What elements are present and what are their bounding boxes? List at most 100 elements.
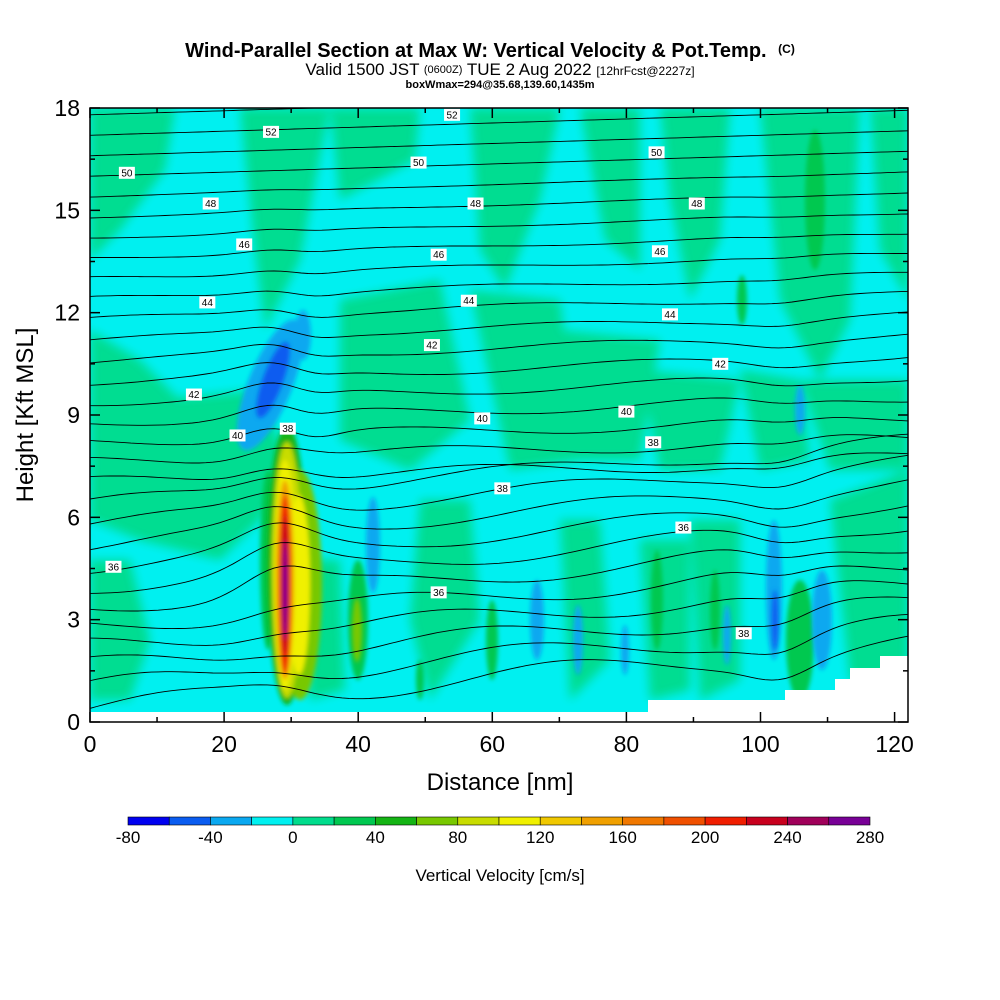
contour-label: 38	[738, 629, 750, 640]
colorbar-swatch	[498, 816, 541, 826]
contour-label: 36	[433, 588, 445, 599]
contour-label-bg	[279, 422, 296, 435]
y-axis-label: Height [Kft MSL]	[12, 328, 39, 503]
x-tick-label: 100	[741, 731, 779, 757]
contour-label: 38	[282, 424, 294, 435]
theta-isoline	[90, 596, 908, 661]
contour-label-bg	[651, 245, 668, 258]
theta-isoline	[90, 635, 908, 709]
theta-isoline	[90, 549, 908, 612]
theta-isoline	[90, 417, 908, 446]
colorbar-tick-label: -40	[198, 828, 223, 847]
valid-time: Valid 1500 JST	[305, 60, 419, 79]
colorbar-tick-label: -80	[116, 828, 141, 847]
colorbar-swatch	[333, 816, 376, 826]
contour-label-bg	[645, 436, 662, 449]
contour-label-bg	[105, 560, 122, 573]
contour-label: 52	[265, 127, 277, 138]
contour-label-bg	[185, 388, 202, 401]
colorbar-tick-label: 120	[526, 828, 554, 847]
colorbar-swatch	[375, 816, 417, 826]
contour-label: 46	[654, 247, 666, 258]
colorbar-tick-label: 0	[288, 828, 297, 847]
contour-label: 52	[447, 110, 459, 121]
theta-isoline	[90, 233, 908, 258]
theta-isoline	[90, 565, 908, 630]
contour-label: 44	[463, 296, 475, 307]
theta-isoline	[90, 192, 908, 219]
contour-label: 40	[477, 414, 489, 425]
contour-label-bg	[236, 238, 253, 251]
theta-isoline	[90, 171, 908, 198]
theta-isoline	[90, 433, 908, 500]
contour-label: 42	[426, 341, 438, 352]
colorbar-swatch	[210, 816, 252, 826]
contour-label-bg	[430, 248, 447, 261]
y-tick-label: 15	[54, 197, 80, 223]
colorbar-tick-label: 280	[856, 828, 884, 847]
contour-label: 42	[188, 390, 200, 401]
contour-label-bg	[735, 627, 752, 640]
colorbar-tick-label: 200	[691, 828, 719, 847]
contour-label: 44	[202, 298, 214, 309]
colorbar-tick-label: 160	[608, 828, 636, 847]
theta-isoline	[90, 290, 908, 318]
contour-label: 38	[497, 484, 509, 495]
theta-isoline	[90, 271, 908, 297]
x-tick-label: 60	[479, 731, 505, 757]
y-tick-label: 12	[54, 300, 80, 326]
y-tick-label: 6	[67, 504, 80, 530]
contour-label-bg	[199, 296, 216, 309]
colorbar-swatch	[581, 816, 623, 826]
contour-label-bg	[202, 197, 219, 210]
x-tick-label: 120	[875, 731, 913, 757]
theta-isoline	[90, 377, 908, 407]
contour-label-bg	[263, 125, 280, 138]
contour-label: 48	[470, 199, 482, 210]
contour-label: 50	[413, 158, 425, 169]
svg-text:Valid 1500 JST (0600Z): Valid 1500 JST (0600Z) TUE 2 Aug 2022 [1…	[305, 58, 694, 79]
colorbar-tick-label: 240	[773, 828, 801, 847]
colorbar-swatch	[168, 816, 211, 826]
theta-isoline	[90, 108, 327, 116]
contour-label-bg	[648, 146, 665, 159]
contour-label-bg	[618, 405, 635, 418]
chart-title: Wind-Parallel Section at Max W: Vertical…	[185, 40, 766, 62]
colorbar-swatch	[457, 816, 500, 826]
contour-label-bg	[229, 429, 246, 442]
x-tick-label: 20	[211, 731, 237, 757]
contour-label: 50	[651, 148, 663, 159]
x-axis-ticks	[89, 108, 896, 722]
contour-label: 48	[205, 199, 217, 210]
y-tick-label: 9	[67, 402, 80, 428]
theta-isoline	[90, 452, 908, 480]
colorbar	[127, 816, 871, 826]
colorbar-swatch	[704, 816, 747, 826]
valid-date: TUE 2 Aug 2022	[467, 60, 592, 79]
theta-isoline	[90, 333, 908, 364]
colorbar-tick-label: 80	[448, 828, 467, 847]
contour-label: 36	[108, 562, 120, 573]
colorbar-label: Vertical Velocity [cm/s]	[415, 866, 584, 885]
x-tick-label: 0	[84, 731, 97, 757]
box-wmax-info: boxWmax=294@35.68,139.60,1435m	[406, 79, 595, 91]
theta-contours	[90, 108, 908, 709]
contour-label: 50	[121, 168, 133, 179]
velocity-field	[90, 108, 908, 722]
colorbar-swatch	[828, 816, 871, 826]
contour-label: 46	[433, 250, 445, 261]
x-tick-label: 80	[614, 731, 640, 757]
colorbar-swatch	[746, 816, 788, 826]
y-tick-label: 3	[67, 607, 80, 633]
colorbar-swatch	[416, 816, 459, 826]
theta-isoline	[90, 479, 908, 551]
x-axis-tick-labels: 0 20 40 60 80 100 120	[84, 731, 914, 757]
contour-label-bg	[494, 482, 511, 495]
x-axis-label: Distance [nm]	[427, 769, 574, 796]
colorbar-tick-labels: -80 -40 0 40 80 120 160 200 240 280	[116, 828, 884, 847]
contour-label-bg	[410, 156, 427, 169]
theta-isoline	[90, 613, 908, 682]
contour-label-bg	[675, 521, 692, 534]
y-axis-ticks	[90, 107, 908, 723]
theta-isoline	[90, 130, 908, 157]
